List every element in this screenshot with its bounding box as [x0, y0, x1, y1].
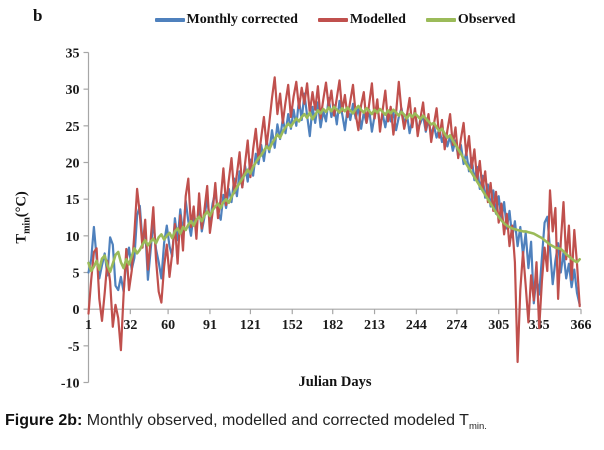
svg-text:1: 1: [85, 318, 92, 333]
svg-text:25: 25: [66, 120, 80, 135]
svg-text:20: 20: [66, 157, 80, 172]
svg-text:10: 10: [66, 230, 80, 245]
chart-legend: Monthly corrected Modelled Observed: [88, 12, 582, 28]
svg-text:305: 305: [488, 318, 509, 333]
legend-label: Monthly corrected: [186, 12, 298, 27]
svg-text:32: 32: [123, 318, 137, 333]
x-axis-title: Julian Days: [298, 374, 372, 390]
legend-item-observed: Observed: [425, 12, 516, 28]
svg-text:366: 366: [571, 318, 592, 333]
figure-caption: Figure 2b: Monthly observed, modelled an…: [5, 412, 601, 432]
svg-text:30: 30: [66, 83, 80, 98]
monthly-corrected-line-swatch: [154, 18, 185, 22]
svg-text:0: 0: [73, 303, 80, 318]
svg-text:91: 91: [203, 318, 217, 333]
svg-text:15: 15: [66, 193, 80, 208]
caption-text: Monthly observed, modelled and corrected…: [82, 412, 469, 429]
modelled-line-swatch: [317, 18, 348, 22]
svg-text:5: 5: [73, 267, 80, 282]
y-axis-title: Tmin(°C): [13, 190, 33, 244]
svg-text:182: 182: [322, 318, 343, 333]
svg-text:-5: -5: [68, 340, 80, 355]
legend-item-monthly-corrected: Monthly corrected: [154, 12, 298, 28]
chart-plot-area: 35 30 25 20 15 10 5 0 -5 -10 1 32 60 91 121 152 182 213 24…: [61, 47, 592, 392]
legend-item-modelled: Modelled: [317, 12, 406, 28]
observed-line-swatch: [425, 18, 456, 22]
svg-text:121: 121: [240, 318, 261, 333]
caption-subscript: min.: [468, 421, 487, 433]
svg-text:-10: -10: [61, 377, 80, 392]
panel-label: b: [33, 6, 43, 25]
legend-label: Observed: [457, 12, 516, 27]
svg-text:60: 60: [161, 318, 175, 333]
legend-label: Modelled: [349, 12, 406, 27]
caption-prefix: Figure 2b:: [5, 412, 83, 429]
svg-text:274: 274: [446, 318, 467, 333]
svg-text:152: 152: [282, 318, 303, 333]
svg-text:35: 35: [66, 47, 80, 62]
svg-text:244: 244: [406, 318, 427, 333]
svg-text:213: 213: [364, 318, 385, 333]
